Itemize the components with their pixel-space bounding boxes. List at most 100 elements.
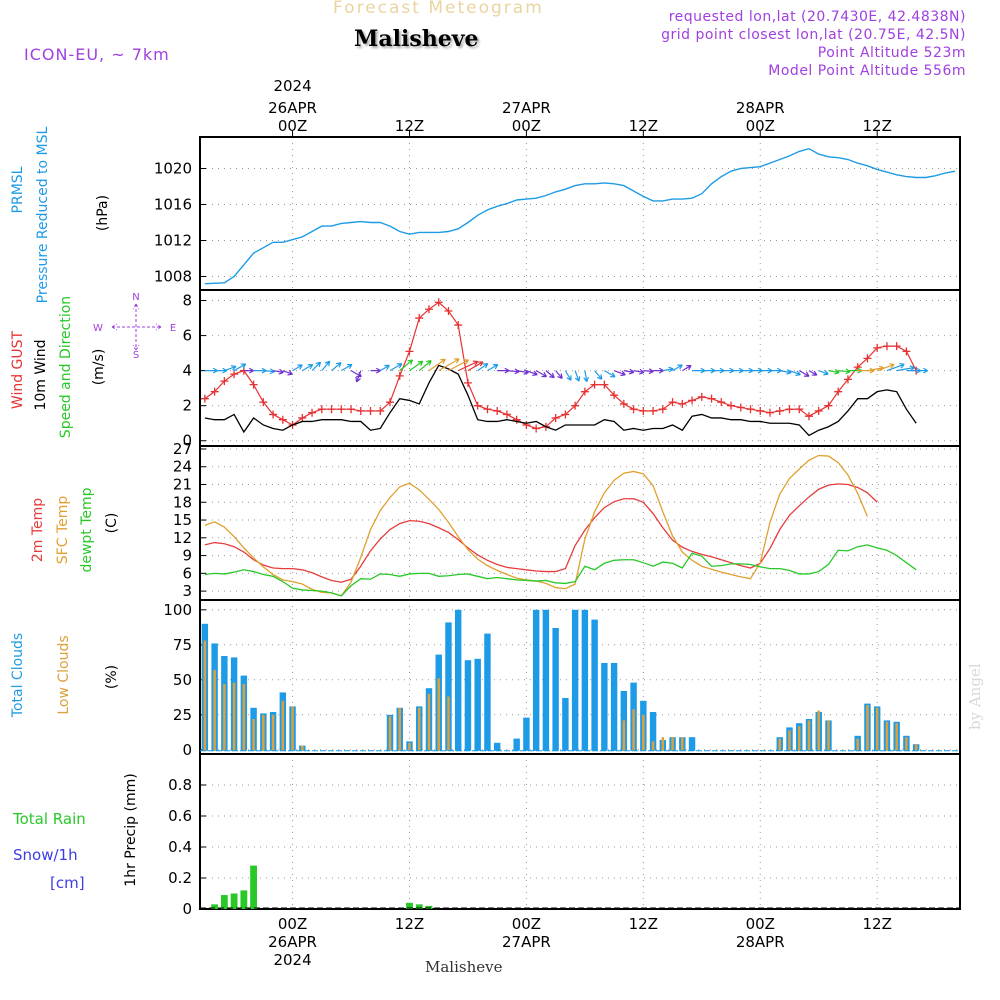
gust-marker <box>853 363 862 372</box>
gust-marker <box>561 410 570 419</box>
gust-marker <box>746 405 755 414</box>
low-cloud-bar <box>788 730 791 751</box>
low-cloud-bar <box>437 678 440 751</box>
rain-label: Total Rain <box>12 810 86 828</box>
y-tick-label: 100 <box>163 601 192 619</box>
low-clouds-label: Low Clouds <box>56 635 72 714</box>
low-cloud-bar <box>778 738 782 751</box>
gust-marker <box>658 405 667 414</box>
gust-marker <box>834 387 843 396</box>
wind-arrow <box>594 370 603 380</box>
wind-arrow <box>389 363 403 372</box>
low-cloud-bar <box>223 684 226 751</box>
gust-marker <box>278 415 287 424</box>
gust-marker <box>775 406 784 415</box>
total-cloud-bar <box>601 663 608 751</box>
low-cloud-bar <box>651 741 655 751</box>
total-cloud-bar <box>571 609 579 751</box>
wind-arrow <box>428 358 446 372</box>
wind-arrow <box>487 364 499 372</box>
rain-bar <box>415 904 423 909</box>
rain-bar <box>406 902 413 909</box>
y-tick-label: 15 <box>173 511 192 529</box>
total-cloud-bar <box>610 663 618 751</box>
gust-marker <box>863 354 872 363</box>
total-cloud-bar <box>445 622 452 751</box>
low-cloud-bar <box>447 696 450 751</box>
bottom-time-label: 00Z <box>512 915 541 933</box>
y-tick-label: 0.6 <box>168 807 192 825</box>
y-tick-label: 21 <box>173 476 192 494</box>
low-cloud-bar <box>622 720 626 751</box>
gust-marker <box>327 405 336 414</box>
y-tick-label: 3 <box>182 582 192 600</box>
wind-arrow <box>340 363 353 372</box>
gust-marker <box>502 410 511 419</box>
wind-arrow <box>399 359 414 372</box>
wind-arrow <box>448 359 470 372</box>
wind-arrow <box>555 370 563 379</box>
precip-axis-label: 1hr Precip (mm) <box>123 773 139 886</box>
pressure-subtitle: Pressure Reduced to MSL <box>35 126 51 303</box>
gust-marker <box>902 347 911 356</box>
gust-marker <box>795 405 804 414</box>
y-tick-label: 50 <box>173 671 192 689</box>
low-cloud-bar <box>807 720 811 751</box>
temp-unit: (C) <box>104 513 120 534</box>
bottom-time-label: 00Z <box>278 915 307 933</box>
gust-marker <box>395 371 404 380</box>
top-year-label: 2024 <box>273 77 311 95</box>
compass-north: N <box>132 292 139 303</box>
point-altitude: Point Altitude 523m <box>817 45 966 61</box>
top-time-label: 00Z <box>746 117 775 135</box>
gust-marker <box>707 394 716 403</box>
wind-arrow <box>682 364 692 372</box>
top-time-label: 28APR <box>736 99 785 117</box>
y-tick-label: 2 <box>182 397 192 415</box>
gust-marker <box>697 392 706 401</box>
dewpoint-line <box>204 544 917 597</box>
total-clouds-label: Total Clouds <box>10 633 26 718</box>
product-title: Forecast Meteogram <box>333 0 544 18</box>
gust-marker <box>882 342 891 351</box>
bottom-time-label: 12Z <box>629 915 658 933</box>
low-cloud-bar <box>895 723 898 751</box>
gust-marker <box>356 406 365 415</box>
wind-arrow <box>418 360 432 372</box>
low-cloud-bar <box>671 737 674 751</box>
bottom-time-label: 12Z <box>862 915 891 933</box>
panel-1: 1008 1012 1016 1020 <box>154 136 961 291</box>
low-cloud-bar <box>914 744 918 751</box>
wind-arrow <box>564 370 572 381</box>
top-time-label: 12Z <box>395 117 424 135</box>
wind-arrow <box>457 360 479 372</box>
total-cloud-bar <box>493 742 501 751</box>
gust-marker <box>522 420 531 429</box>
gust-marker <box>532 424 541 433</box>
y-tick-label: 1020 <box>154 160 192 178</box>
rain-bar <box>240 890 248 909</box>
rain-bar <box>425 905 433 909</box>
wind-arrow <box>526 370 538 376</box>
gust-marker <box>405 347 414 356</box>
low-cloud-bar <box>427 693 431 751</box>
gust-marker <box>424 305 433 314</box>
low-cloud-bar <box>905 737 908 751</box>
y-tick-label: 75 <box>173 636 192 654</box>
low-cloud-bar <box>232 682 236 751</box>
low-cloud-bar <box>632 709 635 751</box>
gust-marker <box>892 342 901 351</box>
wind-arrow <box>302 364 314 372</box>
top-time-label: 27APR <box>502 99 551 117</box>
wind-arrow <box>604 370 616 378</box>
y-tick-label: 4 <box>182 362 192 380</box>
gust-marker <box>308 408 317 417</box>
gust-marker <box>678 399 687 408</box>
low-cloud-bar <box>681 737 684 751</box>
total-cloud-bar <box>581 609 589 751</box>
low-cloud-bar <box>242 684 246 751</box>
snow-label: Snow/1h <box>13 846 78 864</box>
total-cloud-bar <box>562 698 569 751</box>
top-time-label: 00Z <box>278 117 307 135</box>
